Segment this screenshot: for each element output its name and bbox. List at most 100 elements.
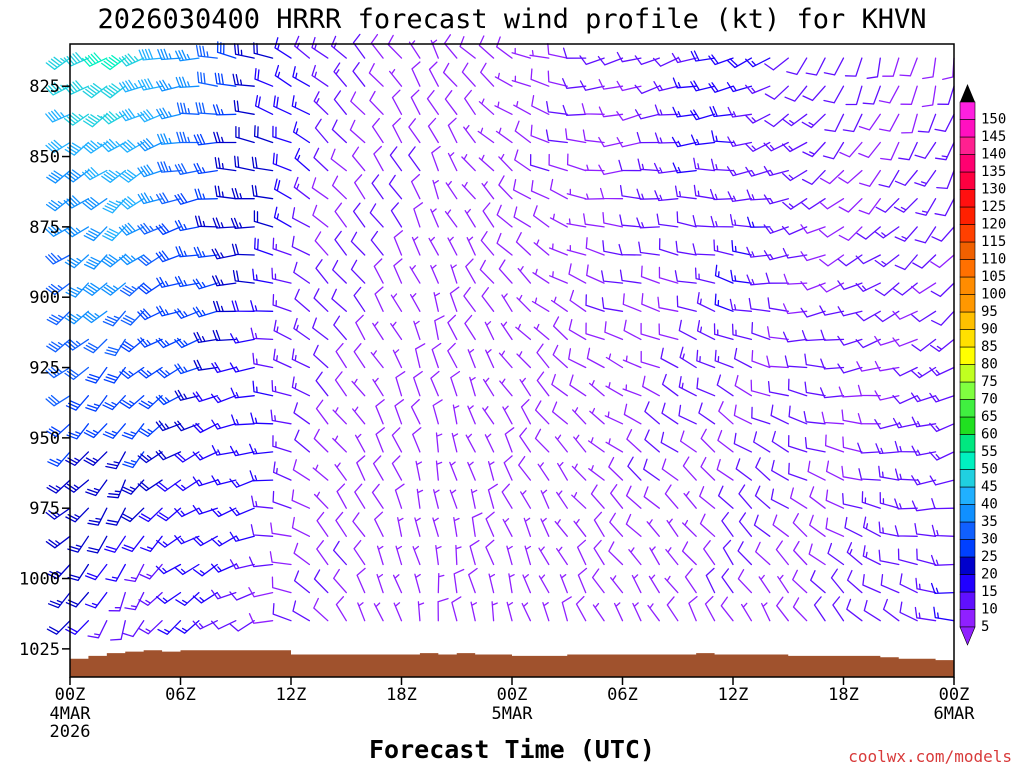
wind-barb (681, 541, 697, 566)
wind-barb (698, 402, 716, 425)
wind-barb (533, 239, 550, 256)
x-tick-date: 6MAR (934, 704, 976, 724)
wind-barb (690, 109, 716, 121)
wind-barb (248, 613, 274, 624)
wind-barb (934, 198, 955, 217)
wind-barb (879, 492, 900, 509)
wind-barb (766, 355, 789, 369)
chart-title: 2026030400 HRRR forecast wind profile (k… (97, 4, 926, 35)
wind-barb (156, 79, 182, 92)
wind-barb (435, 460, 443, 481)
wind-barb (65, 282, 90, 298)
wind-barb (800, 251, 826, 262)
y-tick-label: 900 (29, 288, 60, 308)
wind-barb (370, 33, 384, 59)
wind-barb (538, 546, 550, 566)
wind-barb (374, 286, 384, 312)
wind-barb (874, 360, 900, 372)
wind-barb (846, 569, 863, 594)
x-tick-label: 06Z (165, 685, 196, 705)
wind-barb (82, 196, 108, 211)
wind-barb (931, 226, 955, 242)
credit-text[interactable]: coolwx.com/models (848, 747, 1012, 766)
wind-barb (679, 430, 697, 453)
wind-barb (593, 539, 605, 566)
wind-barb (524, 545, 532, 566)
wind-barb (193, 246, 218, 258)
wind-barb (231, 414, 255, 426)
wind-barb (713, 323, 734, 341)
wind-barb (587, 437, 605, 453)
wind-barb (461, 154, 476, 172)
wind-barb (546, 100, 568, 115)
wind-barb (270, 409, 292, 425)
wind-barb (880, 141, 900, 161)
wind-barb (598, 78, 624, 90)
wind-barb (156, 192, 182, 205)
wind-barb (124, 563, 145, 583)
wind-barb (484, 433, 495, 453)
wind-barb (716, 374, 734, 397)
wind-barb (453, 516, 460, 537)
wind-barb (929, 366, 955, 377)
wind-barb (514, 149, 532, 172)
wind-barb (292, 66, 311, 87)
colorbar-swatch (959, 136, 976, 155)
wind-barb (416, 488, 424, 509)
wind-barb (893, 282, 918, 296)
wind-barb (447, 236, 458, 256)
wind-barb (605, 438, 624, 453)
wind-barb (293, 402, 311, 425)
wind-barb (470, 601, 478, 622)
wind-barb (45, 225, 71, 237)
wind-barb (586, 347, 605, 369)
wind-barb (431, 342, 442, 369)
wind-barb (354, 174, 366, 200)
colorbar-swatch (959, 504, 976, 523)
wind-barb (84, 563, 108, 581)
wind-barb (738, 512, 753, 537)
wind-barb (175, 591, 200, 606)
colorbar-swatch (959, 276, 976, 295)
wind-barb (605, 353, 624, 369)
y-tick-label: 1025 (19, 640, 60, 660)
wind-barb (155, 223, 182, 236)
wind-barb (837, 280, 863, 291)
wind-barb (694, 267, 716, 284)
colorbar-swatch (959, 346, 976, 365)
colorbar-label: 90 (981, 322, 998, 338)
wind-barb (174, 389, 200, 401)
colorbar-swatch (959, 469, 976, 488)
wind-barb (376, 573, 384, 594)
wind-barb (65, 395, 90, 411)
colorbar-swatch (959, 539, 976, 558)
wind-barb (609, 512, 624, 537)
wind-barb (601, 297, 624, 312)
wind-barb (352, 33, 366, 59)
wind-barb (664, 575, 679, 594)
wind-barb (638, 241, 660, 256)
wind-barb (312, 317, 329, 341)
wind-barb (878, 465, 900, 481)
wind-barb (818, 198, 845, 210)
wind-barb (332, 540, 347, 566)
y-axis: 825 850 875 900 925 950 975 1000 1025 (19, 77, 70, 660)
wind-barb (692, 214, 716, 228)
wind-barb (521, 602, 532, 622)
wind-barb (291, 489, 311, 509)
x-tick-date: 2026 (50, 722, 91, 742)
wind-barb (313, 428, 329, 453)
wind-barb (102, 198, 126, 214)
colorbar-label: 5 (981, 619, 989, 635)
wind-barb (314, 118, 329, 144)
wind-barb (787, 435, 808, 453)
wind-barb (636, 131, 660, 144)
wind-barb (832, 596, 845, 622)
wind-barb (353, 343, 366, 369)
wind-barb (175, 76, 200, 89)
wind-barb (63, 338, 90, 351)
wind-barb (801, 113, 826, 129)
wind-barb (417, 601, 425, 622)
wind-barb (733, 404, 753, 425)
